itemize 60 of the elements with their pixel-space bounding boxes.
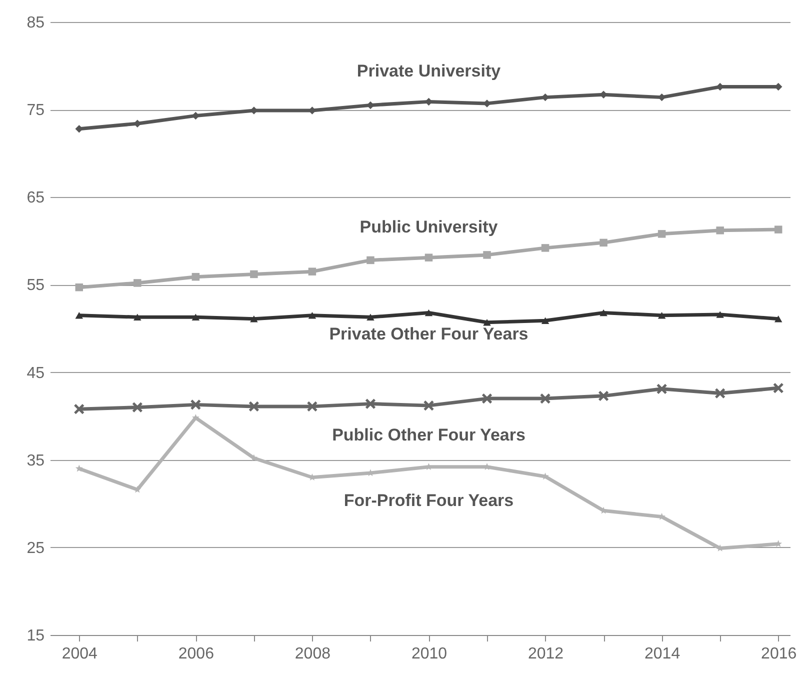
series-label: Private University (356, 62, 502, 81)
point (716, 311, 724, 318)
point (365, 398, 376, 410)
x-tick-label: 2012 (528, 646, 564, 662)
x-tick-label: 2008 (294, 646, 331, 662)
point (250, 316, 258, 322)
series-label: For-Profit Four Years (344, 490, 514, 510)
x-tick-label: 2004 (62, 646, 98, 662)
point (541, 317, 550, 324)
point (540, 393, 551, 404)
y-tick-label: 35 (26, 452, 45, 470)
point (598, 390, 609, 402)
y-tick-label: 25 (26, 540, 45, 557)
series-label: Public University (360, 218, 498, 237)
point (248, 401, 260, 412)
x-tick-label: 2016 (761, 646, 797, 662)
point (424, 309, 433, 316)
point (716, 226, 724, 234)
point (306, 401, 318, 412)
point (192, 272, 200, 281)
point (134, 279, 142, 287)
point (482, 393, 492, 404)
y-tick-label: 85 (26, 14, 45, 32)
point (74, 404, 85, 414)
point (308, 268, 316, 276)
y-tick-label: 65 (26, 190, 45, 207)
point (600, 309, 608, 316)
x-tick-label: 2006 (178, 646, 214, 662)
point (75, 312, 84, 319)
point (192, 314, 200, 320)
point (132, 402, 143, 413)
point (774, 316, 782, 322)
point (658, 230, 666, 238)
series-label: Private Other Four Years (329, 324, 528, 344)
y-tick-label: 55 (26, 277, 45, 294)
point (658, 312, 666, 319)
point (483, 319, 491, 326)
point (423, 400, 434, 411)
point (134, 314, 142, 320)
point (75, 464, 83, 472)
series-label: Public Other Four Years (332, 426, 526, 445)
point (190, 399, 202, 410)
point (656, 383, 668, 394)
point (772, 382, 784, 394)
point (714, 388, 726, 399)
x-tick-label: 2014 (644, 646, 680, 662)
point (308, 312, 316, 319)
x-tick-label: 2010 (411, 646, 448, 662)
point (774, 226, 782, 234)
y-tick-label: 75 (26, 102, 45, 120)
y-tick-label: 15 (26, 628, 45, 644)
point (75, 283, 84, 292)
point (366, 314, 374, 320)
point (424, 254, 433, 262)
y-tick-label: 45 (26, 364, 45, 382)
point (541, 244, 550, 252)
point (483, 251, 491, 259)
point (366, 256, 374, 264)
point (600, 238, 608, 247)
point (250, 270, 258, 278)
